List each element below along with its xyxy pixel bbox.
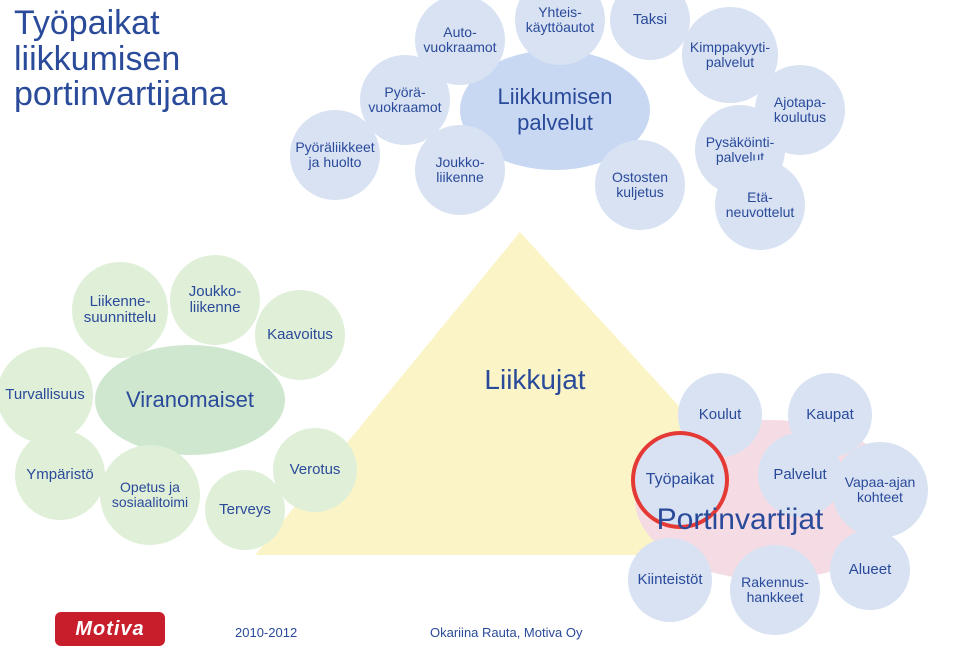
sat-rakennushankkeet: Rakennus- hankkeet [730,545,820,635]
sat-kaavoitus: Kaavoitus [255,290,345,380]
sat-ymparisto: Ympäristö [15,430,105,520]
sat-terveys: Terveys [205,470,285,550]
footer-author: Okariina Rauta, Motiva Oy [430,625,582,640]
logo-motiva: Motiva [55,612,165,646]
sat-etaneuvottelut: Etä- neuvottelut [715,160,805,250]
sat-liikennesuunnittelu: Liikenne- suunnittelu [72,262,168,358]
sat-joukkoliikenne-left: Joukko- liikenne [170,255,260,345]
sat-joukkoliikenne-top: Joukko- liikenne [415,125,505,215]
sat-opetus: Opetus ja sosiaalitoimi [100,445,200,545]
logo-chip: Motiva [55,612,165,646]
sat-turvallisuus: Turvallisuus [0,347,93,443]
overlay-portinvartijat: Portinvartijat [600,495,880,545]
sat-kiinteistot: Kiinteistöt [628,538,712,622]
footer-years: 2010-2012 [235,625,297,640]
sat-verotus: Verotus [273,428,357,512]
sat-ostokuljetus: Ostosten kuljetus [595,140,685,230]
center-viranomaiset: Viranomaiset [95,345,285,455]
logo-text: Motiva [75,618,144,641]
apex-liikkujat: Liikkujat [445,355,625,405]
